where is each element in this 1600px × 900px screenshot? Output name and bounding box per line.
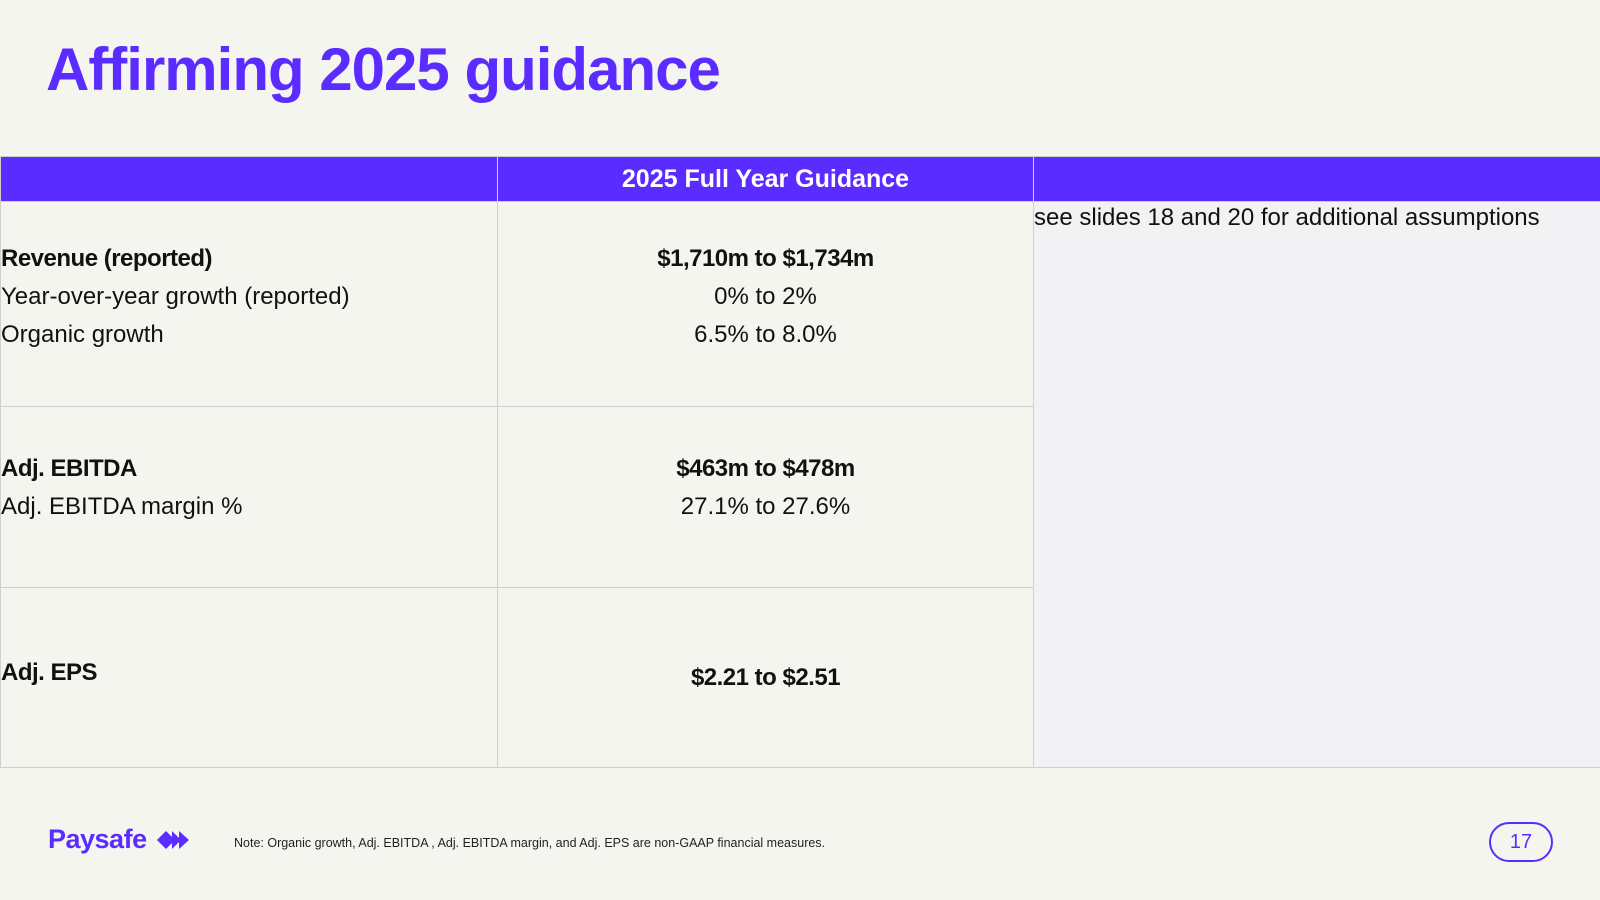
- header-cell-guidance: 2025 Full Year Guidance: [497, 156, 1034, 202]
- revenue-label: Revenue (reported): [1, 245, 213, 272]
- revenue-value: $1,710m to $1,734m: [657, 245, 874, 272]
- paysafe-logo: Paysafe: [48, 824, 191, 855]
- revenue-label-cell: Revenue (reported) Year-over-year growth…: [0, 201, 498, 407]
- eps-value-cell: $2.21 to $2.51: [497, 587, 1034, 768]
- page-title: Affirming 2025 guidance: [46, 36, 721, 103]
- table-row: Adj. EPS $2.21 to $2.51: [0, 587, 1600, 768]
- page-number: 17: [1489, 822, 1553, 862]
- header-cell-notes: [1033, 156, 1600, 202]
- yoy-growth-label: Year-over-year growth (reported): [1, 283, 350, 310]
- eps-label-cell: Adj. EPS: [0, 587, 498, 768]
- double-diamond-icon: [156, 830, 189, 849]
- table-header-row: 2025 Full Year Guidance: [0, 156, 1600, 202]
- yoy-growth-value: 0% to 2%: [714, 283, 817, 310]
- assumptions-note: see slides 18 and 20 for additional assu…: [1034, 204, 1540, 231]
- ebitda-label: Adj. EBITDA: [1, 455, 137, 482]
- eps-value: $2.21 to $2.51: [690, 663, 841, 691]
- eps-label: Adj. EPS: [1, 658, 98, 686]
- ebitda-value-cell: $463m to $478m 27.1% to 27.6%: [497, 406, 1034, 588]
- ebitda-label-cell: Adj. EBITDA Adj. EBITDA margin %: [0, 406, 498, 588]
- organic-growth-label: Organic growth: [1, 321, 164, 348]
- header-cell-metric: [0, 156, 498, 202]
- revenue-value-cell: $1,710m to $1,734m 0% to 2% 6.5% to 8.0%: [497, 201, 1034, 407]
- ebitda-margin-label: Adj. EBITDA margin %: [1, 493, 243, 520]
- footnote: Note: Organic growth, Adj. EBITDA , Adj.…: [234, 836, 826, 850]
- assumptions-note-cell: see slides 18 and 20 for additional assu…: [1033, 201, 1600, 768]
- ebitda-margin-value: 27.1% to 27.6%: [680, 493, 851, 520]
- logo-text: Paysafe: [48, 824, 147, 854]
- organic-growth-value: 6.5% to 8.0%: [694, 321, 837, 348]
- guidance-table: 2025 Full Year Guidance Revenue (reporte…: [0, 156, 1600, 768]
- ebitda-value: $463m to $478m: [676, 455, 855, 482]
- table-row: Revenue (reported) Year-over-year growth…: [0, 201, 1600, 768]
